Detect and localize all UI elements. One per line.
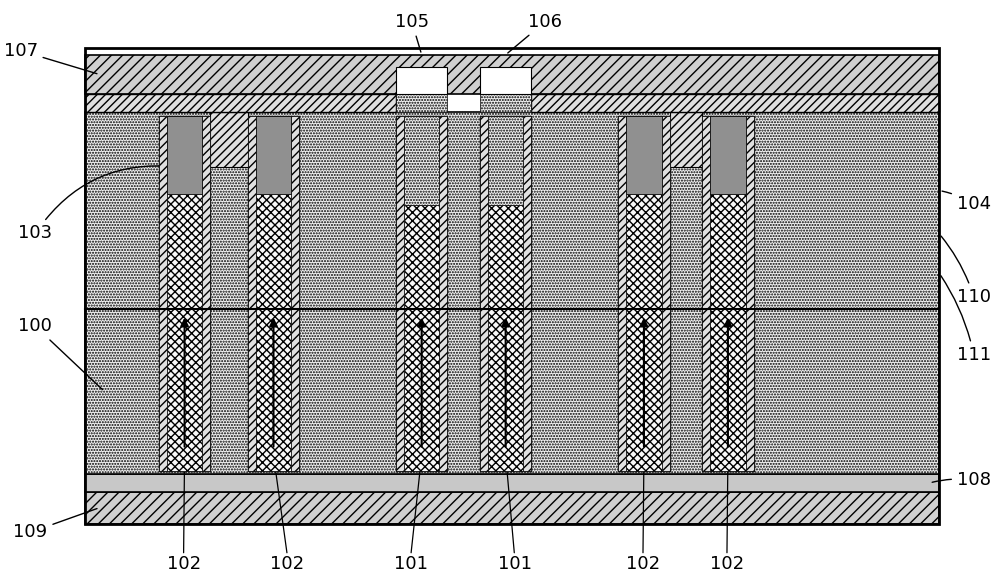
Bar xyxy=(210,111,248,167)
Bar xyxy=(710,116,746,194)
Text: 102: 102 xyxy=(626,555,660,573)
Text: 105: 105 xyxy=(395,13,429,52)
Text: 110: 110 xyxy=(941,236,991,306)
Bar xyxy=(85,94,396,111)
Bar xyxy=(480,94,531,111)
Bar xyxy=(256,194,291,472)
Bar xyxy=(480,116,531,472)
Bar xyxy=(167,194,202,472)
Bar xyxy=(523,116,531,472)
Text: 102: 102 xyxy=(167,555,201,573)
Bar xyxy=(439,116,447,472)
Bar xyxy=(404,116,439,205)
Bar xyxy=(404,205,439,472)
Bar xyxy=(291,116,299,472)
Bar xyxy=(85,309,939,474)
Bar xyxy=(488,205,523,472)
Text: 106: 106 xyxy=(508,13,562,53)
Bar xyxy=(746,116,754,472)
Bar xyxy=(626,116,662,194)
Bar xyxy=(618,116,670,472)
Bar xyxy=(159,116,167,472)
Text: 101: 101 xyxy=(498,555,532,573)
Bar xyxy=(85,48,939,524)
Text: 102: 102 xyxy=(710,555,744,573)
Text: 102: 102 xyxy=(270,555,304,573)
Bar xyxy=(396,66,447,94)
Bar xyxy=(85,111,939,309)
Bar xyxy=(396,116,404,472)
Bar xyxy=(670,111,702,167)
Bar xyxy=(662,116,670,472)
Bar xyxy=(202,116,210,472)
Text: 109: 109 xyxy=(13,508,97,541)
Bar xyxy=(248,116,299,472)
Bar xyxy=(248,116,256,472)
Bar xyxy=(256,116,291,194)
Bar xyxy=(85,55,939,94)
Bar xyxy=(159,116,210,472)
Bar xyxy=(702,116,710,472)
Text: 100: 100 xyxy=(18,317,103,389)
Bar xyxy=(702,116,754,472)
Bar xyxy=(488,116,523,205)
Bar xyxy=(480,66,531,94)
Bar xyxy=(85,474,939,491)
Bar xyxy=(626,194,662,472)
Bar xyxy=(396,116,447,472)
Text: 101: 101 xyxy=(394,555,428,573)
Text: 111: 111 xyxy=(941,276,991,364)
Text: 107: 107 xyxy=(4,42,97,73)
Text: 103: 103 xyxy=(18,166,174,243)
Bar xyxy=(85,491,939,524)
Bar xyxy=(531,94,939,111)
Bar xyxy=(396,94,447,111)
Bar xyxy=(480,116,488,472)
Bar xyxy=(618,116,626,472)
Text: 104: 104 xyxy=(942,191,991,213)
Text: 108: 108 xyxy=(932,471,991,489)
Bar xyxy=(167,116,202,194)
Bar xyxy=(710,194,746,472)
